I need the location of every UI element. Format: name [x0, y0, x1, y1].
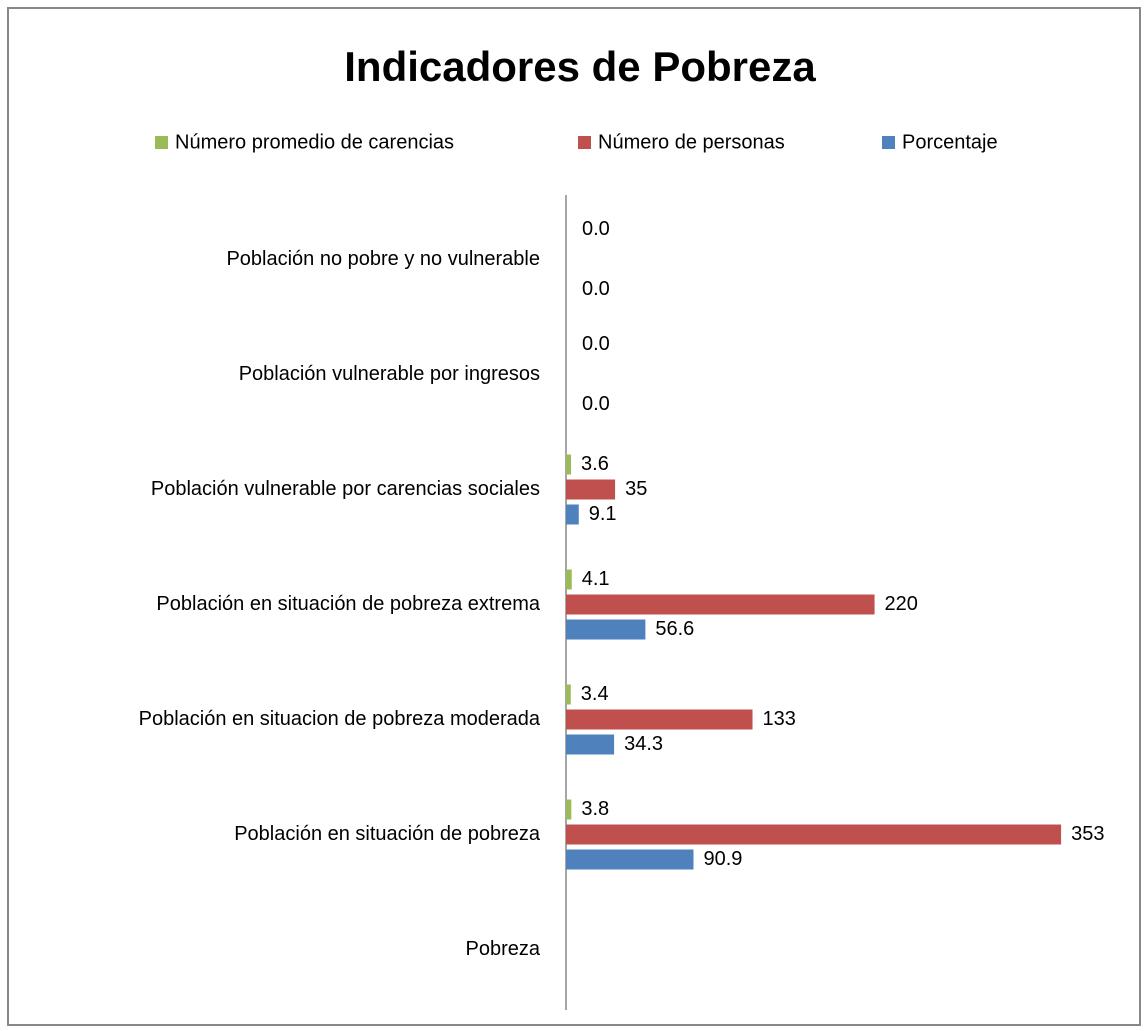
bar	[566, 619, 646, 640]
legend-swatch	[155, 136, 168, 149]
bar	[566, 684, 571, 705]
data-label: 220	[885, 593, 918, 615]
chart-title: Indicadores de Pobreza	[344, 43, 816, 90]
bar	[566, 799, 572, 820]
y-tick-label: Población en situacion de pobreza modera…	[139, 708, 541, 730]
data-label: 133	[763, 708, 796, 730]
bar	[566, 734, 615, 755]
data-label: 353	[1071, 823, 1104, 845]
bar	[566, 479, 616, 500]
data-label: 0.0	[582, 333, 610, 355]
bar	[566, 849, 694, 870]
legend-swatch	[882, 136, 895, 149]
data-label: 34.3	[624, 733, 663, 755]
data-label: 0.0	[582, 393, 610, 415]
data-label: 9.1	[589, 503, 617, 525]
legend-label: Porcentaje	[902, 131, 998, 153]
bar	[566, 824, 1062, 845]
data-label: 3.6	[581, 453, 609, 475]
data-label: 56.6	[655, 618, 694, 640]
data-label: 0.0	[582, 278, 610, 300]
legend-label: Número promedio de carencias	[175, 131, 454, 153]
y-tick-label: Pobreza	[466, 938, 541, 960]
data-label: 90.9	[703, 848, 742, 870]
bar	[566, 569, 572, 590]
data-label: 0.0	[582, 218, 610, 240]
bar	[566, 454, 572, 475]
data-label: 3.4	[581, 683, 609, 705]
data-label: 3.8	[581, 798, 609, 820]
bar	[566, 594, 875, 615]
legend-label: Número de personas	[598, 131, 785, 153]
y-tick-label: Población no pobre y no vulnerable	[226, 248, 540, 270]
data-label: 4.1	[582, 568, 610, 590]
y-tick-label: Población en situación de pobreza extrem…	[156, 593, 540, 615]
legend-swatch	[578, 136, 591, 149]
data-label: 35	[625, 478, 647, 500]
y-tick-label: Población vulnerable por ingresos	[239, 363, 540, 385]
y-tick-label: Población vulnerable por carencias socia…	[151, 478, 540, 500]
bar	[566, 504, 579, 525]
y-tick-label: Población en situación de pobreza	[234, 823, 541, 845]
bar	[566, 709, 753, 730]
